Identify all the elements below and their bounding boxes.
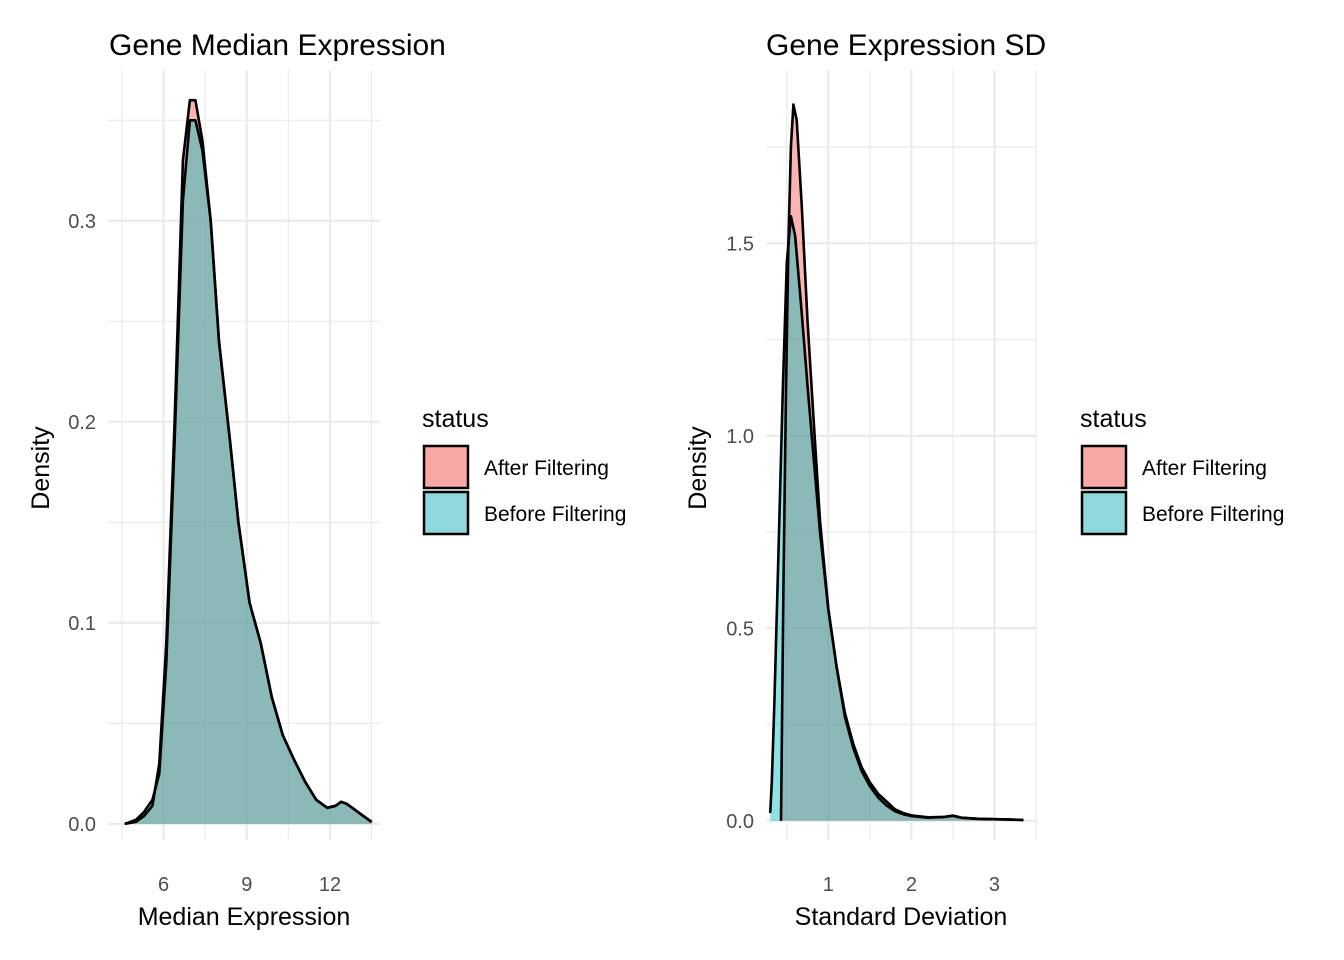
legend-label: After Filtering — [1142, 457, 1267, 480]
x-tick-label: 1 — [823, 874, 834, 896]
density-areas — [124, 98, 373, 826]
legend-key-after-filtering — [422, 444, 470, 490]
grid — [108, 70, 380, 840]
y-axis-label: Density — [684, 426, 712, 510]
legend-key-before-filtering — [422, 490, 470, 536]
x-tick-labels: 6 9 12 — [158, 874, 341, 896]
y-tick-label: 1.5 — [726, 233, 754, 255]
legend-title: status — [422, 405, 489, 433]
density-fill-after-filtering — [780, 104, 1024, 821]
density-areas — [768, 103, 1024, 822]
legend-key-before-filtering — [1080, 490, 1128, 536]
legend-key-after-filtering — [1080, 444, 1128, 490]
x-tick-label: 2 — [906, 874, 917, 896]
y-tick-label: 0.2 — [68, 412, 96, 434]
y-tick-label: 0.0 — [68, 814, 96, 836]
y-axis-label: Density — [27, 426, 55, 510]
chart-title: Gene Median Expression — [109, 29, 446, 62]
density-line-before-filtering — [768, 215, 1024, 822]
x-axis-label: Standard Deviation — [795, 903, 1008, 931]
density-fill-before-filtering — [770, 216, 1024, 821]
legend-label: Before Filtering — [484, 503, 626, 526]
density-fill-before-filtering — [124, 120, 372, 824]
x-axis-label: Median Expression — [138, 903, 351, 931]
legend: status After Filtering Before Filtering — [422, 405, 626, 536]
expression-sd-panel: Gene Expression SD 0.0 0.5 1.0 1.5 1 2 3 Stan… — [684, 29, 1284, 931]
x-tick-label: 6 — [158, 874, 169, 896]
y-tick-labels: 0.0 0.1 0.2 0.3 — [68, 211, 96, 836]
x-tick-label: 12 — [319, 874, 341, 896]
x-tick-label: 3 — [989, 874, 1000, 896]
median-expression-panel: Gene Median Expression 0.0 0.1 0.2 0.3 6 9 12… — [27, 29, 626, 931]
density-line-before-filtering — [124, 119, 373, 826]
y-tick-label: 0.3 — [68, 211, 96, 233]
chart-title: Gene Expression SD — [766, 29, 1046, 62]
y-tick-label: 0.0 — [726, 811, 754, 833]
y-tick-label: 1.0 — [726, 426, 754, 448]
legend-label: Before Filtering — [1142, 503, 1284, 526]
legend-title: status — [1080, 405, 1147, 433]
legend-label: After Filtering — [484, 457, 609, 480]
x-tick-labels: 1 2 3 — [823, 874, 1000, 896]
density-fill-after-filtering — [124, 100, 372, 824]
y-tick-label: 0.1 — [68, 613, 96, 635]
legend: status After Filtering Before Filtering — [1080, 405, 1284, 536]
y-tick-labels: 0.0 0.5 1.0 1.5 — [726, 233, 754, 833]
y-tick-label: 0.5 — [726, 618, 754, 640]
x-tick-label: 9 — [241, 874, 252, 896]
